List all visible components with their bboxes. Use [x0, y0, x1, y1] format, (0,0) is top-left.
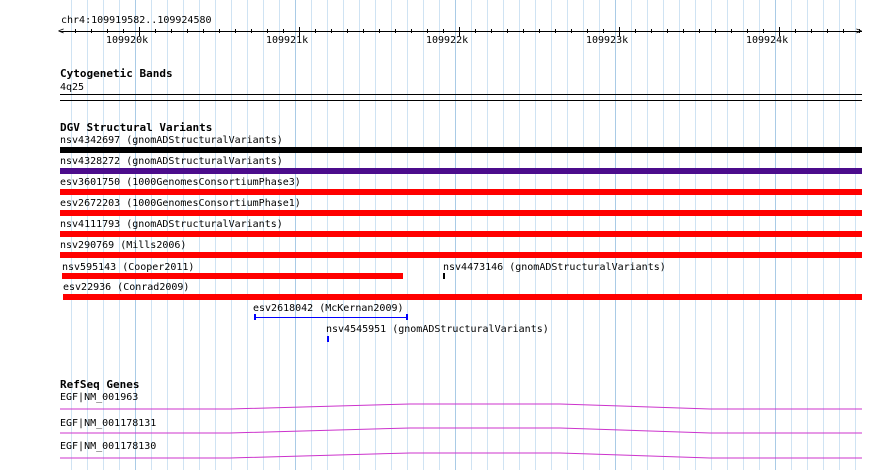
dgv-feature-bar[interactable]: [60, 189, 862, 195]
gene-model[interactable]: [60, 452, 862, 459]
ruler-minor-tick: [267, 29, 268, 33]
ruler-tick-label: 109923k: [586, 35, 629, 46]
ruler-minor-tick: [315, 29, 316, 33]
dgv-track-title[interactable]: DGV Structural Variants: [60, 121, 213, 134]
gene-label: EGF|NM_001963: [60, 392, 139, 403]
ruler-minor-tick: [171, 29, 172, 33]
dgv-feature-bar[interactable]: [62, 273, 403, 279]
ruler-minor-tick: [683, 29, 684, 33]
ruler-minor-tick: [283, 29, 284, 33]
ruler-minor-tick: [763, 29, 764, 33]
ruler-minor-tick: [379, 29, 380, 33]
dgv-feature-bar[interactable]: [63, 294, 862, 300]
ruler-minor-tick: [91, 29, 92, 33]
dgv-feature-bar[interactable]: [60, 168, 862, 174]
ruler-line: [60, 31, 862, 32]
ruler-minor-tick: [859, 29, 860, 33]
dgv-feature-label: esv2672203 (1000GenomesConsortiumPhase1): [60, 198, 301, 209]
ruler-minor-tick: [251, 29, 252, 33]
location-label: chr4:109919582..109924580: [61, 15, 212, 26]
ruler-minor-tick: [491, 29, 492, 33]
dgv-feature-label: nsv290769 (Mills2006): [60, 240, 187, 251]
ruler-minor-tick: [395, 29, 396, 33]
ruler-minor-tick: [811, 29, 812, 33]
cytoband-top-line: [60, 94, 862, 95]
ruler-minor-tick: [75, 29, 76, 33]
ruler-minor-tick: [843, 29, 844, 33]
ruler-minor-tick: [571, 29, 572, 33]
dgv-feature-bar[interactable]: [327, 336, 329, 342]
ruler-left-arrow-icon: <: [58, 26, 65, 37]
ruler-minor-tick: [619, 29, 620, 33]
dgv-feature-label: nsv4328272 (gnomADStructuralVariants): [60, 156, 283, 167]
dgv-feature-label: nsv595143 (Cooper2011): [62, 262, 195, 273]
ruler-minor-tick: [827, 29, 828, 33]
gene-model[interactable]: [60, 403, 862, 410]
ruler-minor-tick: [731, 29, 732, 33]
ruler-minor-tick: [363, 29, 364, 33]
ruler-minor-tick: [331, 29, 332, 33]
gene-label: EGF|NM_001178130: [60, 441, 157, 452]
ruler-minor-tick: [667, 29, 668, 33]
dgv-feature-bar[interactable]: [60, 231, 862, 237]
dgv-feature-bar[interactable]: [255, 317, 407, 318]
gene-model[interactable]: [60, 427, 862, 434]
cytoband-bottom-line: [60, 100, 862, 101]
dgv-feature-bar[interactable]: [60, 210, 862, 216]
ruler-minor-tick: [747, 29, 748, 33]
ruler-minor-tick: [299, 29, 300, 33]
dgv-feature-bar-end: [254, 314, 256, 320]
ruler-minor-tick: [139, 29, 140, 33]
ruler-tick-label: 109921k: [266, 35, 309, 46]
ruler-minor-tick: [187, 29, 188, 33]
ruler-tick-label: 109920k: [106, 35, 149, 46]
dgv-feature-label: nsv4111793 (gnomADStructuralVariants): [60, 219, 283, 230]
dgv-feature-label: esv2618042 (McKernan2009): [253, 303, 404, 314]
dgv-feature-bar[interactable]: [443, 273, 445, 279]
ruler-minor-tick: [203, 29, 204, 33]
ruler-minor-tick: [411, 29, 412, 33]
ruler-minor-tick: [123, 29, 124, 33]
ruler-minor-tick: [219, 29, 220, 33]
ruler-minor-tick: [459, 29, 460, 33]
ruler-minor-tick: [507, 29, 508, 33]
ruler-minor-tick: [715, 29, 716, 33]
dgv-feature-bar[interactable]: [60, 252, 862, 258]
ruler-minor-tick: [699, 29, 700, 33]
dgv-feature-label: nsv4473146 (gnomADStructuralVariants): [443, 262, 666, 273]
ruler-minor-tick: [779, 29, 780, 33]
ruler-minor-tick: [155, 29, 156, 33]
gene-label: EGF|NM_001178131: [60, 418, 157, 429]
dgv-feature-label: nsv4545951 (gnomADStructuralVariants): [326, 324, 549, 335]
ruler-minor-tick: [539, 29, 540, 33]
dgv-feature-bar-end: [406, 314, 408, 320]
ruler-minor-tick: [555, 29, 556, 33]
dgv-feature-bar[interactable]: [60, 147, 862, 153]
ruler-minor-tick: [635, 29, 636, 33]
ruler-minor-tick: [475, 29, 476, 33]
ruler-minor-tick: [587, 29, 588, 33]
ruler-minor-tick: [347, 29, 348, 33]
cytoband-track-title[interactable]: Cytogenetic Bands: [60, 67, 173, 80]
ruler-minor-tick: [523, 29, 524, 33]
ruler-minor-tick: [651, 29, 652, 33]
dgv-feature-label: esv3601750 (1000GenomesConsortiumPhase3): [60, 177, 301, 188]
ruler-minor-tick: [107, 29, 108, 33]
cytoband-label: 4q25: [60, 82, 85, 93]
ruler-minor-tick: [795, 29, 796, 33]
ruler-tick-label: 109924k: [746, 35, 789, 46]
ruler-minor-tick: [443, 29, 444, 33]
ruler-minor-tick: [603, 29, 604, 33]
ruler-minor-tick: [427, 29, 428, 33]
ruler-tick-label: 109922k: [426, 35, 469, 46]
ruler-minor-tick: [235, 29, 236, 33]
dgv-feature-label: esv22936 (Conrad2009): [63, 282, 190, 293]
refseq-track-title[interactable]: RefSeq Genes: [60, 378, 140, 391]
dgv-feature-label: nsv4342697 (gnomADStructuralVariants): [60, 135, 283, 146]
